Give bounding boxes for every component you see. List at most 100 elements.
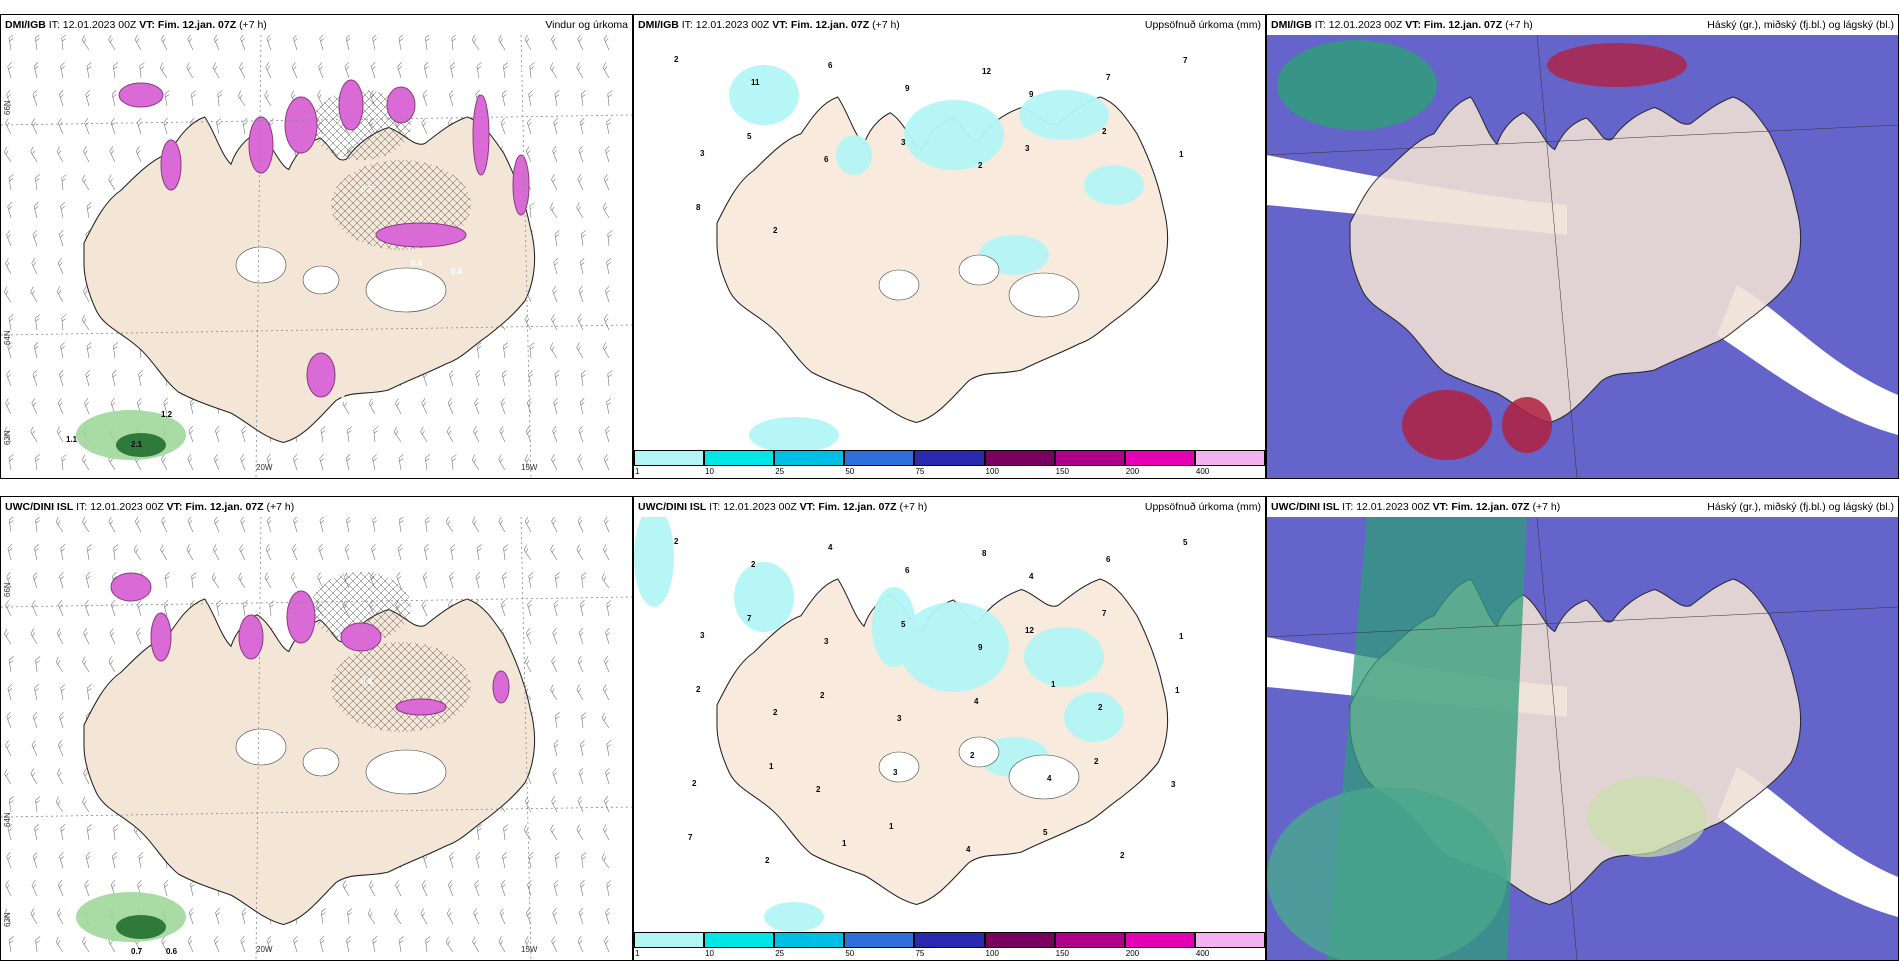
- wind-barb: [6, 712, 12, 729]
- wind-barb: [264, 572, 272, 589]
- wind-barb: [239, 544, 246, 561]
- wind-barb: [554, 712, 560, 729]
- wind-barb: [554, 230, 560, 247]
- accum-value-label: 2: [816, 785, 821, 794]
- accum-value-label: 8: [982, 549, 987, 558]
- wind-barb: [8, 656, 14, 673]
- wind-barb: [371, 543, 376, 561]
- wind-barb: [450, 62, 455, 79]
- accum-value-label: 2: [773, 708, 778, 717]
- colorbar-tick-label: 1: [635, 467, 640, 476]
- wind-barb: [344, 62, 350, 79]
- colorbar-swatch: [1054, 450, 1125, 466]
- wind-barb: [525, 146, 532, 163]
- wind-barb: [502, 572, 507, 589]
- accum-value-label: 3: [824, 637, 829, 646]
- wind-barb: [82, 35, 90, 51]
- wind-barb: [603, 314, 610, 331]
- wind-barb: [603, 174, 610, 191]
- wind-barb: [606, 118, 611, 135]
- colorbar-tick-label: 1: [635, 949, 640, 958]
- wind-barb: [55, 656, 64, 673]
- wind-barb: [60, 544, 66, 561]
- wind-barb: [451, 454, 457, 471]
- colorbar-swatch: [1194, 932, 1265, 948]
- precip-green-dark: [116, 433, 166, 457]
- wind-barb: [368, 880, 376, 897]
- wind-barb: [394, 908, 402, 925]
- wind-barb: [602, 824, 610, 841]
- precip-value-label: 1.2: [161, 410, 173, 419]
- wind-map: [1, 35, 632, 478]
- wind-barb: [60, 684, 66, 701]
- wind-barb: [602, 62, 610, 79]
- wind-barb: [368, 398, 376, 415]
- wind-barb: [551, 796, 558, 813]
- wind-barb: [527, 599, 532, 617]
- vt-label: VT: Fim. 12.jan. 07Z: [772, 19, 870, 31]
- wind-barb: [7, 201, 13, 219]
- wind-barb: [266, 454, 272, 471]
- wind-barb: [602, 202, 610, 219]
- wind-barb: [422, 571, 428, 589]
- wind-barb: [240, 517, 246, 533]
- wind-barb: [578, 907, 584, 925]
- wind-barb: [601, 852, 610, 869]
- wind-barb: [187, 517, 194, 533]
- wind-barb: [580, 740, 585, 757]
- wind-barb: [191, 572, 197, 589]
- wind-barb: [606, 398, 611, 415]
- lat-tick-66n: 66N: [3, 100, 12, 115]
- precip-area: [492, 670, 510, 704]
- wind-barb: [111, 370, 117, 387]
- wind-barb: [319, 453, 325, 471]
- accum-value-label: 4: [966, 845, 971, 854]
- wind-barb: [601, 712, 610, 729]
- wind-barb: [55, 796, 64, 813]
- accum-value-label: 2: [820, 691, 825, 700]
- accum-value-label: 3: [700, 631, 705, 640]
- wind-barb: [395, 398, 402, 415]
- colorbar-tick-label: 200: [1125, 467, 1140, 476]
- wind-barb: [577, 454, 584, 471]
- wind-barb: [60, 342, 65, 359]
- wind-barb: [578, 627, 584, 645]
- wind-barb: [397, 544, 403, 561]
- it-value: 12.01.2023 00Z: [723, 501, 797, 513]
- wind-barb: [473, 908, 480, 925]
- wind-barb: [31, 118, 38, 135]
- wind-barb: [449, 369, 454, 387]
- wind-barb: [238, 572, 246, 589]
- accum-value-label: 4: [974, 697, 979, 706]
- wind-barb: [5, 740, 12, 757]
- wind-barb: [4, 628, 12, 645]
- wind-map: [1, 517, 632, 960]
- wind-barb: [578, 286, 584, 303]
- precip-area: [160, 139, 182, 191]
- lead-time: (+7 h): [1505, 19, 1533, 31]
- cloud-red: [1402, 390, 1492, 460]
- wind-barb: [501, 90, 507, 107]
- accum-value-label: 8: [696, 203, 701, 212]
- wind-barb: [84, 880, 90, 897]
- wind-barb: [503, 342, 509, 359]
- wind-barb: [425, 35, 431, 51]
- wind-barb: [85, 852, 91, 869]
- wind-barb: [35, 454, 41, 471]
- colorbar-tick-label: 200: [1125, 949, 1140, 958]
- precip-area: [512, 154, 530, 216]
- colorbar-tick-label: 25: [775, 949, 785, 958]
- colorbar-tick-label: 50: [845, 949, 855, 958]
- wind-barb: [163, 397, 169, 415]
- accum-value-label: 3: [1025, 144, 1030, 153]
- wind-barb: [8, 35, 14, 51]
- wind-barb: [475, 369, 481, 387]
- wind-barb: [550, 684, 558, 701]
- wind-barb: [551, 174, 558, 191]
- map-panel: DMI/IGB IT: 12.01.2023 00Z VT: Fim. 12.j…: [0, 14, 633, 479]
- wind-barb: [59, 571, 64, 589]
- accum-value-label: 2: [696, 685, 701, 694]
- accum-value-label: 1: [842, 839, 847, 848]
- wind-barb: [345, 454, 351, 471]
- colorbar-swatch: [1124, 450, 1195, 466]
